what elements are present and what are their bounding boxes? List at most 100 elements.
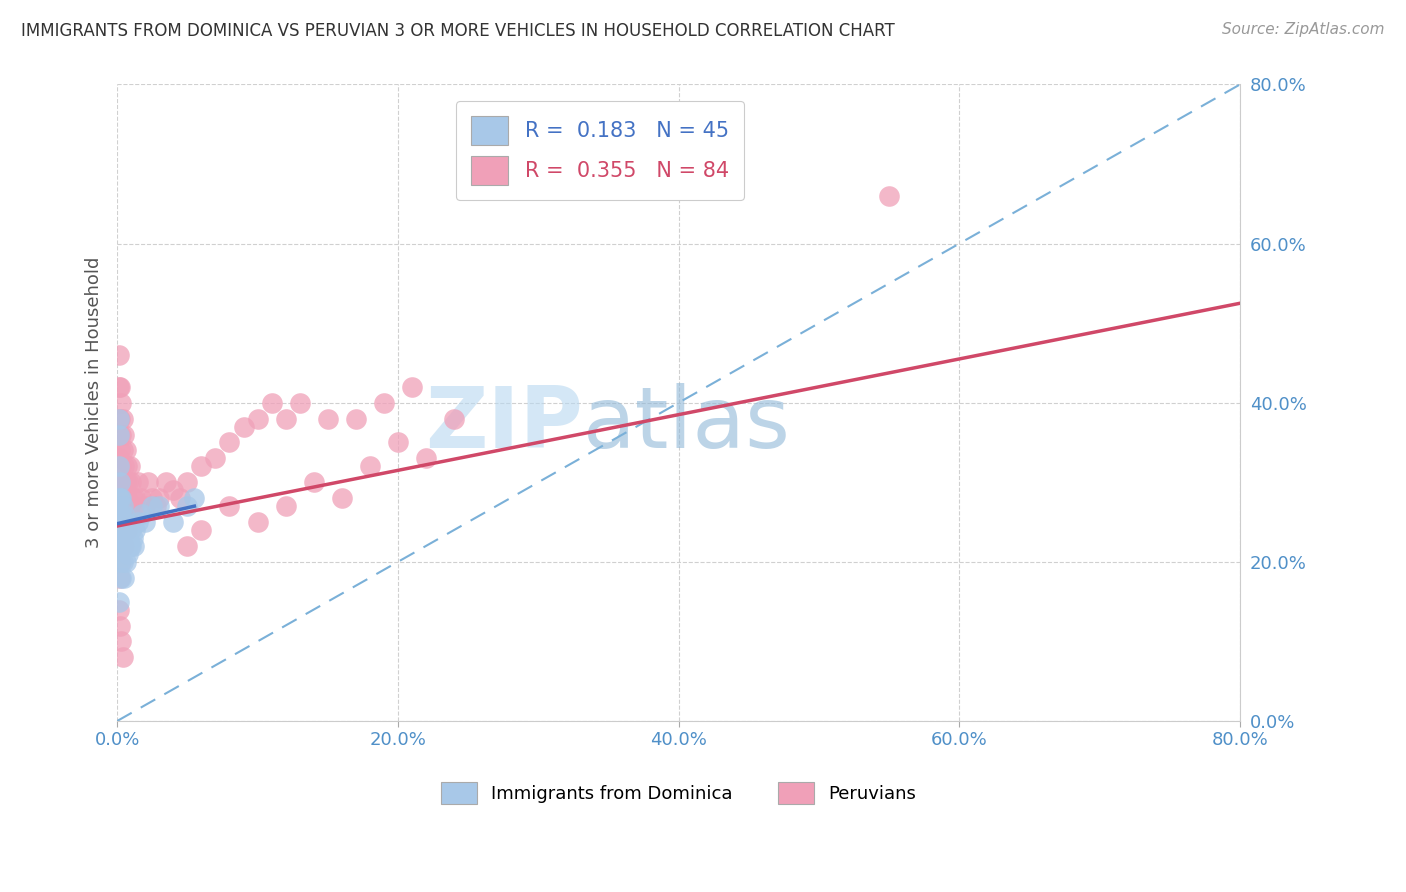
Point bbox=[120, 475, 142, 490]
Point bbox=[302, 475, 325, 490]
Point bbox=[111, 555, 134, 569]
Point bbox=[112, 507, 135, 521]
Point bbox=[176, 475, 198, 490]
Point bbox=[107, 427, 129, 442]
Point bbox=[246, 411, 269, 425]
Point bbox=[108, 475, 131, 490]
Point bbox=[112, 459, 135, 474]
Point bbox=[114, 507, 136, 521]
Point bbox=[108, 507, 131, 521]
Point bbox=[110, 507, 132, 521]
Point bbox=[107, 459, 129, 474]
Point bbox=[108, 618, 131, 632]
Text: Source: ZipAtlas.com: Source: ZipAtlas.com bbox=[1222, 22, 1385, 37]
Point bbox=[110, 571, 132, 585]
Point bbox=[110, 634, 132, 648]
Point bbox=[121, 531, 143, 545]
Point bbox=[118, 499, 141, 513]
Point bbox=[108, 539, 131, 553]
Point bbox=[115, 523, 138, 537]
Point bbox=[176, 499, 198, 513]
Point bbox=[108, 523, 131, 537]
Point bbox=[120, 507, 142, 521]
Point bbox=[118, 459, 141, 474]
Point bbox=[330, 491, 353, 506]
Point bbox=[136, 475, 159, 490]
Point bbox=[127, 475, 149, 490]
Point bbox=[110, 395, 132, 409]
Point bbox=[112, 523, 135, 537]
Point bbox=[145, 499, 167, 513]
Point bbox=[443, 411, 465, 425]
Point bbox=[107, 380, 129, 394]
Point bbox=[118, 539, 141, 553]
Point bbox=[129, 491, 152, 506]
Point bbox=[114, 515, 136, 529]
Point bbox=[288, 395, 311, 409]
Point bbox=[122, 539, 145, 553]
Point bbox=[117, 507, 139, 521]
Point bbox=[110, 427, 132, 442]
Point bbox=[401, 380, 423, 394]
Point bbox=[108, 507, 131, 521]
Point bbox=[115, 459, 138, 474]
Point bbox=[107, 594, 129, 608]
Point bbox=[108, 491, 131, 506]
Point bbox=[112, 491, 135, 506]
Point bbox=[111, 523, 134, 537]
Point bbox=[120, 523, 142, 537]
Point bbox=[124, 491, 146, 506]
Point bbox=[218, 435, 240, 450]
Point bbox=[246, 515, 269, 529]
Point bbox=[111, 443, 134, 458]
Point bbox=[359, 459, 381, 474]
Point bbox=[387, 435, 409, 450]
Point bbox=[115, 539, 138, 553]
Point bbox=[114, 531, 136, 545]
Point bbox=[169, 491, 191, 506]
Point bbox=[111, 475, 134, 490]
Y-axis label: 3 or more Vehicles in Household: 3 or more Vehicles in Household bbox=[86, 257, 103, 549]
Point bbox=[107, 348, 129, 362]
Point bbox=[344, 411, 367, 425]
Point bbox=[183, 491, 205, 506]
Point bbox=[114, 475, 136, 490]
Text: ZIP: ZIP bbox=[426, 384, 583, 467]
Point bbox=[110, 491, 132, 506]
Point bbox=[141, 499, 163, 513]
Point bbox=[232, 419, 254, 434]
Point bbox=[134, 499, 156, 513]
Point bbox=[274, 411, 297, 425]
Point bbox=[107, 602, 129, 616]
Point bbox=[107, 523, 129, 537]
Point bbox=[110, 523, 132, 537]
Point bbox=[117, 547, 139, 561]
Point bbox=[108, 555, 131, 569]
Point bbox=[190, 523, 212, 537]
Point bbox=[373, 395, 395, 409]
Point bbox=[111, 499, 134, 513]
Point bbox=[124, 523, 146, 537]
Point bbox=[112, 571, 135, 585]
Point bbox=[111, 531, 134, 545]
Point bbox=[107, 555, 129, 569]
Point bbox=[204, 451, 226, 466]
Point bbox=[141, 491, 163, 506]
Point bbox=[127, 515, 149, 529]
Point bbox=[114, 555, 136, 569]
Point bbox=[218, 499, 240, 513]
Point bbox=[108, 571, 131, 585]
Point bbox=[111, 650, 134, 665]
Point bbox=[107, 451, 129, 466]
Point bbox=[162, 515, 184, 529]
Point bbox=[107, 499, 129, 513]
Legend: Immigrants from Dominica, Peruvians: Immigrants from Dominica, Peruvians bbox=[433, 774, 924, 811]
Point bbox=[114, 443, 136, 458]
Point bbox=[117, 531, 139, 545]
Point bbox=[110, 459, 132, 474]
Point bbox=[110, 539, 132, 553]
Point bbox=[176, 539, 198, 553]
Point bbox=[131, 507, 153, 521]
Point bbox=[112, 427, 135, 442]
Point bbox=[155, 475, 177, 490]
